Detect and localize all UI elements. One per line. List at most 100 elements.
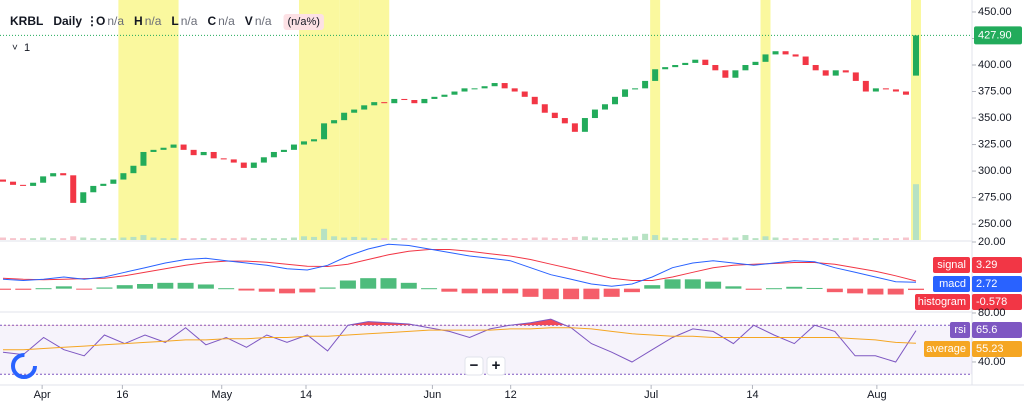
- histogram-bar: [197, 284, 214, 289]
- volume-bar: [110, 238, 117, 240]
- candle-body: [802, 56, 809, 66]
- candle-body: [862, 80, 869, 92]
- histogram-bar: [745, 288, 762, 290]
- x-tick-label: May: [211, 389, 232, 401]
- candle-body: [431, 96, 438, 99]
- volume-bar: [822, 238, 829, 240]
- candle-body: [642, 80, 649, 89]
- legend-name-box: [924, 341, 970, 357]
- logo: [11, 353, 37, 379]
- candle-body: [220, 158, 227, 160]
- volume-bar: [140, 235, 147, 240]
- candle-body: [110, 179, 117, 184]
- volume-bar: [30, 238, 37, 240]
- candle-body: [812, 65, 819, 71]
- candle-body: [391, 98, 398, 104]
- candle-body: [200, 151, 207, 156]
- candle-body: [421, 98, 428, 104]
- zoom-label[interactable]: +: [492, 357, 501, 374]
- legend-value-box: [972, 276, 1022, 292]
- candle-body: [571, 123, 578, 132]
- candle-body: [10, 181, 17, 185]
- volume-bar: [802, 238, 809, 240]
- change-box: [283, 14, 324, 30]
- volume-bar: [90, 238, 97, 240]
- last-price-label: 427.90: [978, 29, 1012, 41]
- volume-bar: [511, 238, 518, 240]
- candle-body: [210, 151, 217, 159]
- candle-body: [561, 118, 568, 124]
- header-text: n/a: [218, 14, 235, 28]
- candle-body: [20, 184, 27, 186]
- candle-body: [682, 62, 689, 66]
- zoom-button[interactable]: [486, 356, 506, 376]
- candle-body: [852, 72, 859, 81]
- volume-bar: [150, 237, 157, 240]
- candle-body: [30, 182, 37, 186]
- candle-body: [451, 91, 458, 95]
- volume-bar: [331, 236, 338, 240]
- histogram-bar: [218, 288, 235, 290]
- volume-bar: [240, 237, 247, 240]
- candle-body: [832, 70, 839, 76]
- legend-name-box: [915, 294, 970, 310]
- volume-bar: [892, 238, 899, 240]
- zoom-button[interactable]: [464, 356, 484, 376]
- volume-bar: [501, 238, 508, 240]
- legend-value: -0.578: [976, 296, 1007, 308]
- legend-name-box: [933, 257, 970, 273]
- candle-body: [120, 173, 127, 180]
- candle-body: [652, 69, 659, 81]
- volume-bar: [451, 238, 458, 240]
- volume-bar: [561, 238, 568, 240]
- legend-value: 55.23: [976, 343, 1004, 355]
- candle-body: [732, 70, 739, 78]
- volume-bar: [180, 238, 187, 240]
- zoom-label[interactable]: −: [470, 357, 479, 374]
- volume-bar: [852, 237, 859, 240]
- highlight-band: [650, 0, 661, 240]
- y-tick-label: 325.00: [978, 138, 1012, 150]
- volume-bar: [70, 236, 77, 240]
- volume-bar: [762, 236, 769, 240]
- volume-bar: [862, 238, 869, 240]
- highlight-band: [339, 0, 360, 240]
- header-text: n/a: [145, 14, 162, 28]
- volume-bar: [632, 236, 639, 240]
- volume-bar: [752, 238, 759, 240]
- header-text: C: [207, 14, 216, 28]
- volume-bar: [812, 238, 819, 240]
- volume-bar: [290, 237, 297, 240]
- volume-bar: [250, 238, 257, 240]
- volume-bar: [471, 238, 478, 240]
- histogram-bar: [563, 288, 580, 300]
- histogram-bar: [461, 288, 478, 294]
- histogram-bar: [0, 288, 11, 290]
- candle-body: [150, 149, 157, 152]
- volume-bar: [531, 237, 538, 240]
- candle-body: [381, 102, 388, 104]
- volume-bar: [391, 238, 398, 240]
- volume-bar: [311, 236, 318, 240]
- legend-value: 2.72: [976, 278, 997, 290]
- histogram-bar: [603, 288, 620, 297]
- candle-body: [401, 98, 408, 101]
- candle-body: [662, 67, 669, 70]
- volume-bar: [581, 236, 588, 240]
- candle-body: [361, 105, 368, 110]
- candle-body: [902, 91, 909, 95]
- legend-name-box: [950, 322, 970, 338]
- volume-bar: [772, 237, 779, 240]
- histogram-bar: [319, 287, 336, 289]
- candle-body: [50, 173, 57, 177]
- rsi-band-fill: [0, 325, 972, 375]
- histogram-bar: [765, 288, 782, 290]
- candle-body: [190, 149, 197, 156]
- header-text: KRBL: [10, 14, 43, 28]
- highlight-band: [359, 0, 390, 240]
- indicator-count: 1: [24, 42, 30, 54]
- volume-bar: [461, 238, 468, 240]
- header-text: O: [96, 14, 105, 28]
- histogram-bar: [137, 284, 154, 289]
- candle-body: [882, 88, 889, 90]
